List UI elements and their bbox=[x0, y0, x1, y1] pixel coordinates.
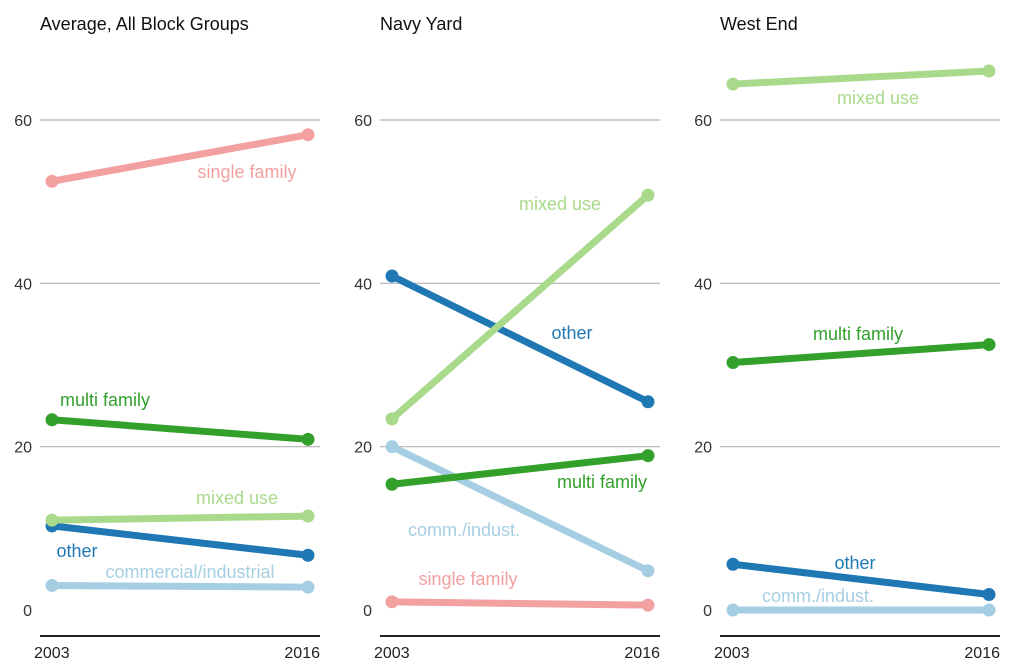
series-multi-family: multi family bbox=[385, 449, 655, 492]
data-point-2003 bbox=[45, 174, 59, 188]
series-single-family: single family bbox=[45, 128, 315, 188]
panel-title: Navy Yard bbox=[380, 14, 462, 34]
series-label: mixed use bbox=[196, 488, 278, 508]
x-tick-label: 2003 bbox=[714, 645, 750, 662]
data-point-2003 bbox=[45, 413, 59, 427]
series-other: other bbox=[385, 269, 655, 409]
series-label: single family bbox=[418, 569, 517, 589]
data-point-2016 bbox=[982, 587, 996, 601]
series-label: single family bbox=[197, 162, 296, 182]
series-multi-family: multi family bbox=[726, 324, 996, 370]
series-commercial-industrial: commercial/industrial bbox=[45, 562, 315, 594]
series-line bbox=[48, 582, 312, 591]
data-point-2003 bbox=[726, 356, 740, 370]
series-line bbox=[388, 191, 652, 423]
y-tick-label: 0 bbox=[703, 603, 712, 620]
x-tick-label: 2003 bbox=[374, 645, 410, 662]
series-line bbox=[388, 598, 652, 609]
data-point-2003 bbox=[385, 269, 399, 283]
series-multi-family: multi family bbox=[45, 390, 315, 446]
series-label: mixed use bbox=[519, 194, 601, 214]
y-tick-label: 20 bbox=[14, 440, 32, 457]
y-tick-label: 0 bbox=[363, 603, 372, 620]
series-label: multi family bbox=[60, 390, 150, 410]
y-tick-label: 60 bbox=[354, 113, 372, 130]
series-label: comm./indust. bbox=[408, 520, 520, 540]
series-line bbox=[388, 452, 652, 488]
data-point-2016 bbox=[641, 598, 655, 612]
series-line bbox=[388, 272, 652, 406]
panel-navy-yard: Navy Yard 0 20 40 60 2003 2016 single family com… bbox=[354, 14, 660, 662]
x-tick-label: 2016 bbox=[964, 645, 1000, 662]
data-point-2003 bbox=[385, 412, 399, 426]
series-mixed-use: mixed use bbox=[385, 188, 655, 426]
series-label: multi family bbox=[813, 324, 903, 344]
series-line bbox=[729, 67, 993, 88]
data-point-2003 bbox=[45, 579, 59, 592]
series-line bbox=[48, 131, 312, 185]
y-tick-label: 60 bbox=[14, 113, 32, 130]
series-comm-indust: comm./indust. bbox=[726, 586, 996, 617]
series-label: other bbox=[834, 553, 875, 573]
data-point-2003 bbox=[385, 477, 399, 491]
series-line bbox=[48, 416, 312, 443]
series-mixed-use: mixed use bbox=[726, 64, 996, 108]
y-tick-label: 40 bbox=[694, 276, 712, 293]
data-point-2016 bbox=[641, 449, 655, 463]
y-tick-label: 40 bbox=[354, 276, 372, 293]
series-line bbox=[729, 341, 993, 367]
data-point-2016 bbox=[641, 564, 655, 578]
series-label: multi family bbox=[557, 472, 647, 492]
series-single-family: single family bbox=[385, 569, 655, 612]
series-label: comm./indust. bbox=[762, 586, 874, 606]
series-label: mixed use bbox=[837, 88, 919, 108]
data-point-2016 bbox=[301, 509, 315, 523]
data-point-2003 bbox=[45, 513, 59, 527]
data-point-2003 bbox=[385, 440, 399, 454]
panel-title: Average, All Block Groups bbox=[40, 14, 249, 34]
panel-average-all-block-groups: Average, All Block Groups 0 20 40 60 2003 2016… bbox=[14, 14, 320, 662]
data-point-2016 bbox=[982, 603, 996, 617]
data-point-2016 bbox=[301, 432, 315, 446]
data-point-2016 bbox=[982, 338, 996, 352]
y-tick-label: 20 bbox=[354, 440, 372, 457]
x-tick-label: 2016 bbox=[624, 645, 660, 662]
data-point-2016 bbox=[301, 580, 315, 594]
series-label: other bbox=[56, 541, 97, 561]
y-tick-label: 60 bbox=[694, 113, 712, 130]
data-point-2016 bbox=[641, 188, 655, 202]
series-line bbox=[48, 522, 312, 559]
data-point-2016 bbox=[301, 548, 315, 562]
data-point-2003 bbox=[726, 77, 740, 91]
panel-title: West End bbox=[720, 14, 798, 34]
series-line bbox=[48, 512, 312, 524]
x-tick-label: 2016 bbox=[284, 645, 320, 662]
series-other: other bbox=[45, 519, 315, 562]
y-tick-label: 20 bbox=[694, 440, 712, 457]
series-comm-indust: comm./indust. bbox=[385, 440, 655, 578]
data-point-2003 bbox=[726, 603, 740, 617]
panel-west-end: West End 0 20 40 60 2003 2016 comm./indust. othe… bbox=[694, 14, 1000, 662]
y-tick-label: 0 bbox=[23, 603, 32, 620]
data-point-2003 bbox=[385, 595, 399, 609]
data-point-2016 bbox=[641, 395, 655, 409]
series-line bbox=[388, 443, 652, 575]
data-point-2016 bbox=[301, 128, 315, 142]
x-tick-label: 2003 bbox=[34, 645, 70, 662]
series-other: other bbox=[726, 553, 996, 601]
y-tick-label: 40 bbox=[14, 276, 32, 293]
series-label: commercial/industrial bbox=[105, 562, 274, 582]
data-point-2003 bbox=[726, 557, 740, 571]
series-mixed-use: mixed use bbox=[45, 488, 315, 527]
data-point-2016 bbox=[982, 64, 996, 78]
series-label: other bbox=[551, 323, 592, 343]
series-line bbox=[729, 560, 993, 598]
